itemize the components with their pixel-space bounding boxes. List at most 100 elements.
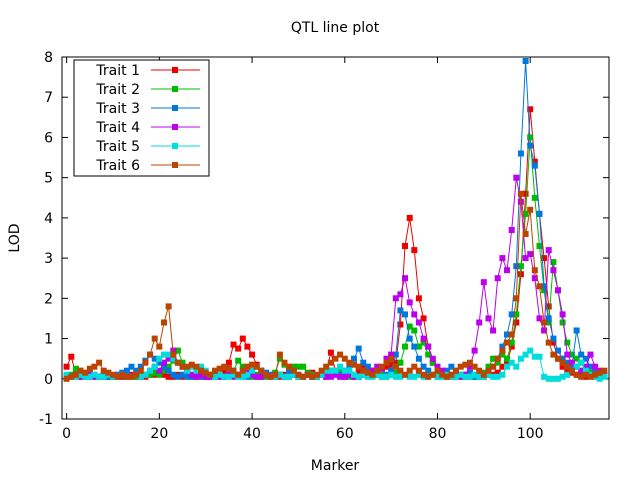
- data-point: [402, 371, 408, 378]
- data-point: [133, 367, 140, 374]
- x-axis-title: Marker: [311, 458, 360, 474]
- legend-box: [73, 59, 210, 177]
- data-point: [388, 371, 395, 378]
- data-point: [573, 327, 580, 334]
- data-point: [490, 355, 497, 362]
- data-point: [383, 363, 390, 370]
- data-point: [550, 335, 557, 342]
- data-point: [276, 351, 283, 358]
- data-point: [235, 357, 242, 364]
- data-point: [573, 371, 580, 378]
- data-point: [564, 363, 571, 370]
- data-point: [425, 343, 432, 350]
- legend-label: Trait 6: [95, 158, 140, 174]
- data-point: [151, 335, 158, 342]
- data-point: [476, 319, 483, 326]
- data-point: [406, 214, 413, 221]
- data-point: [96, 359, 103, 366]
- data-point: [286, 373, 293, 380]
- data-point: [110, 371, 116, 378]
- data-point: [471, 371, 478, 378]
- data-point: [225, 365, 232, 372]
- data-point: [541, 373, 548, 380]
- data-point: [466, 363, 473, 370]
- data-point: [165, 363, 172, 370]
- data-point: [360, 363, 367, 370]
- data-point: [179, 363, 186, 370]
- x-tick-label: 0: [62, 426, 71, 442]
- data-point: [193, 373, 200, 380]
- data-point: [193, 363, 200, 370]
- data-point: [332, 355, 339, 362]
- data-point: [429, 355, 436, 362]
- data-point: [513, 319, 520, 326]
- data-point: [397, 373, 404, 380]
- data-point: [212, 373, 218, 380]
- data-point: [499, 255, 506, 262]
- data-point: [378, 373, 385, 380]
- data-point: [253, 363, 260, 370]
- data-point: [406, 299, 413, 306]
- data-point: [508, 311, 515, 318]
- data-point: [504, 339, 510, 346]
- data-point: [462, 361, 469, 368]
- data-point: [420, 315, 427, 322]
- data-point: [513, 263, 520, 270]
- data-point: [188, 371, 195, 378]
- data-point: [425, 373, 432, 380]
- data-point: [156, 367, 163, 374]
- data-point: [188, 361, 195, 368]
- data-point: [471, 363, 478, 370]
- data-point: [179, 371, 186, 378]
- data-point: [360, 359, 367, 366]
- data-point: [457, 363, 464, 370]
- data-point: [448, 371, 455, 378]
- data-point: [564, 359, 571, 366]
- data-point: [397, 359, 404, 366]
- data-point: [230, 341, 237, 348]
- data-point: [508, 331, 515, 338]
- data-point: [355, 367, 362, 374]
- data-point: [578, 351, 585, 358]
- data-point: [123, 373, 130, 380]
- data-point: [281, 373, 288, 380]
- data-point: [531, 275, 538, 282]
- data-point: [504, 331, 510, 338]
- data-point: [494, 355, 501, 362]
- data-point: [151, 363, 158, 370]
- y-tick-label: -1: [39, 412, 53, 428]
- data-point: [434, 363, 441, 370]
- data-point: [161, 367, 167, 374]
- legend-label: Trait 5: [95, 139, 140, 155]
- x-tick-label: 80: [429, 426, 447, 442]
- data-point: [587, 373, 594, 380]
- data-point: [443, 373, 450, 380]
- legend-swatch-marker: [172, 162, 178, 168]
- series-trait-6: [63, 190, 608, 382]
- data-point: [244, 343, 251, 350]
- data-point: [323, 367, 330, 374]
- data-point: [198, 363, 205, 370]
- data-point: [263, 371, 269, 378]
- x-tick-label: 20: [150, 426, 168, 442]
- data-point: [337, 367, 344, 374]
- data-point: [309, 373, 316, 380]
- data-point: [517, 150, 524, 157]
- data-point: [86, 373, 93, 380]
- data-point: [244, 363, 251, 370]
- data-point: [425, 367, 432, 374]
- data-point: [587, 351, 594, 358]
- data-point: [550, 351, 557, 358]
- data-point: [198, 367, 205, 374]
- data-point: [276, 355, 283, 362]
- data-point: [91, 363, 98, 370]
- data-point: [499, 371, 506, 378]
- data-point: [504, 359, 510, 366]
- data-point: [249, 351, 256, 358]
- data-point: [221, 373, 228, 380]
- legend-swatch-marker: [172, 124, 178, 130]
- data-point: [318, 371, 325, 378]
- series-lines: [63, 58, 608, 382]
- data-point: [369, 367, 376, 374]
- data-point: [68, 373, 75, 380]
